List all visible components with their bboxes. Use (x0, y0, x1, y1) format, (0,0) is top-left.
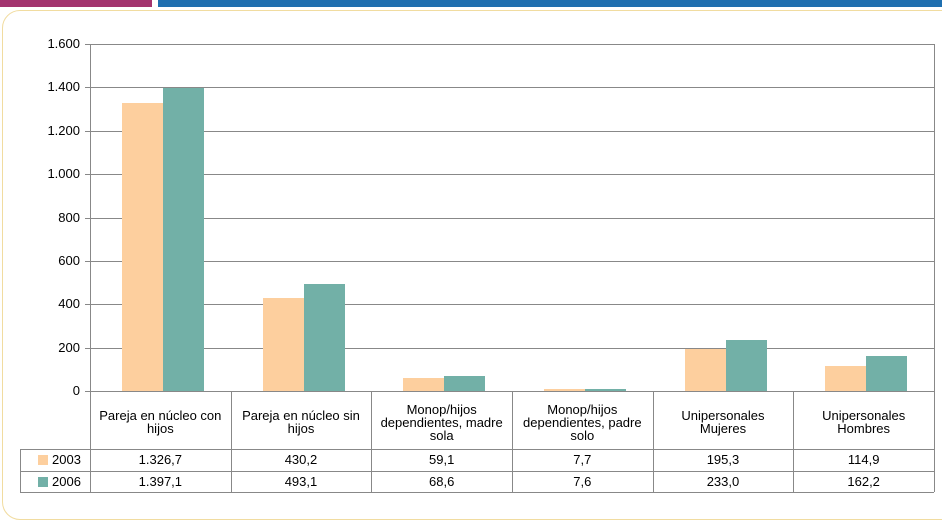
bar (825, 366, 867, 391)
table-line (20, 492, 934, 493)
y-tick-label: 1.000 (47, 166, 80, 182)
bar (725, 340, 767, 391)
value-label: 59,1 (429, 452, 455, 467)
bar (403, 378, 445, 391)
top-bar-accent (0, 0, 152, 7)
tick-mark (85, 44, 90, 45)
table-line (512, 391, 513, 492)
x-tick-label: Unipersonales Hombres (822, 408, 906, 436)
y-tick-label: 0 (72, 383, 80, 398)
value-label: 430,2 (284, 452, 318, 467)
bar (122, 103, 163, 391)
table-line (371, 391, 373, 492)
grid-line (90, 217, 934, 219)
y-tick-label: 400 (58, 296, 80, 312)
value-label: 1.397,1 (138, 474, 183, 489)
value-label: 162,2 (847, 474, 880, 489)
table-line (793, 391, 795, 492)
tick-mark (85, 130, 90, 132)
legend-label: 2006 (52, 474, 81, 489)
tick-mark (85, 260, 90, 262)
panel (2, 10, 942, 520)
y-tick-label: 200 (58, 339, 80, 355)
grid-line (90, 44, 934, 45)
x-tick-label: Monop/hijos dependientes, madre sola (380, 401, 503, 443)
value-label: 1.326,7 (138, 452, 183, 467)
y-axis (90, 44, 91, 391)
x-tick-label: Pareja en núcleo sin hijos (242, 408, 360, 436)
bar (163, 88, 204, 391)
bar (262, 297, 304, 391)
bar (303, 284, 345, 391)
value-label: 7,6 (573, 474, 592, 489)
plot-right (934, 44, 935, 391)
table-line (652, 391, 654, 492)
table-line (934, 391, 935, 492)
value-label: 195,3 (706, 452, 740, 467)
tick-mark (85, 347, 90, 349)
grid-line (90, 260, 934, 262)
value-label: 233,0 (706, 474, 740, 489)
grid-line (90, 87, 934, 89)
table-line (90, 391, 91, 492)
y-tick-label: 800 (58, 209, 80, 225)
bar (544, 389, 585, 391)
legend-swatch (38, 477, 48, 487)
y-tick-label: 600 (58, 252, 80, 268)
value-label: 493,1 (284, 474, 318, 489)
x-tick-label: Pareja en núcleo con hijos (99, 408, 222, 436)
y-tick-label: 1.200 (47, 122, 80, 138)
y-tick-label: 1.600 (47, 36, 80, 51)
top-bar (158, 0, 942, 7)
tick-mark (85, 391, 90, 392)
tick-mark (85, 174, 90, 176)
value-label: 68,6 (429, 474, 455, 489)
table-line (230, 391, 232, 492)
grid-line (90, 130, 934, 132)
legend-swatch (38, 455, 48, 465)
table-line (20, 471, 934, 472)
grid-line (90, 174, 934, 176)
bar (444, 376, 486, 391)
tick-mark (85, 87, 90, 89)
bar (866, 355, 908, 391)
grid-line (90, 304, 934, 306)
bar (684, 348, 726, 391)
x-tick-label: Monop/hijos dependientes, padre solo (523, 401, 642, 443)
legend-label: 2003 (52, 452, 81, 467)
bar (585, 389, 626, 391)
y-tick-label: 1.400 (47, 79, 80, 95)
tick-mark (85, 304, 90, 306)
grid-line (90, 347, 934, 349)
table-line (20, 449, 934, 450)
value-label: 114,9 (847, 452, 880, 467)
table-line (20, 449, 21, 492)
tick-mark (85, 217, 90, 219)
value-label: 7,7 (573, 452, 592, 467)
x-tick-label: Unipersonales Mujeres (681, 408, 765, 436)
